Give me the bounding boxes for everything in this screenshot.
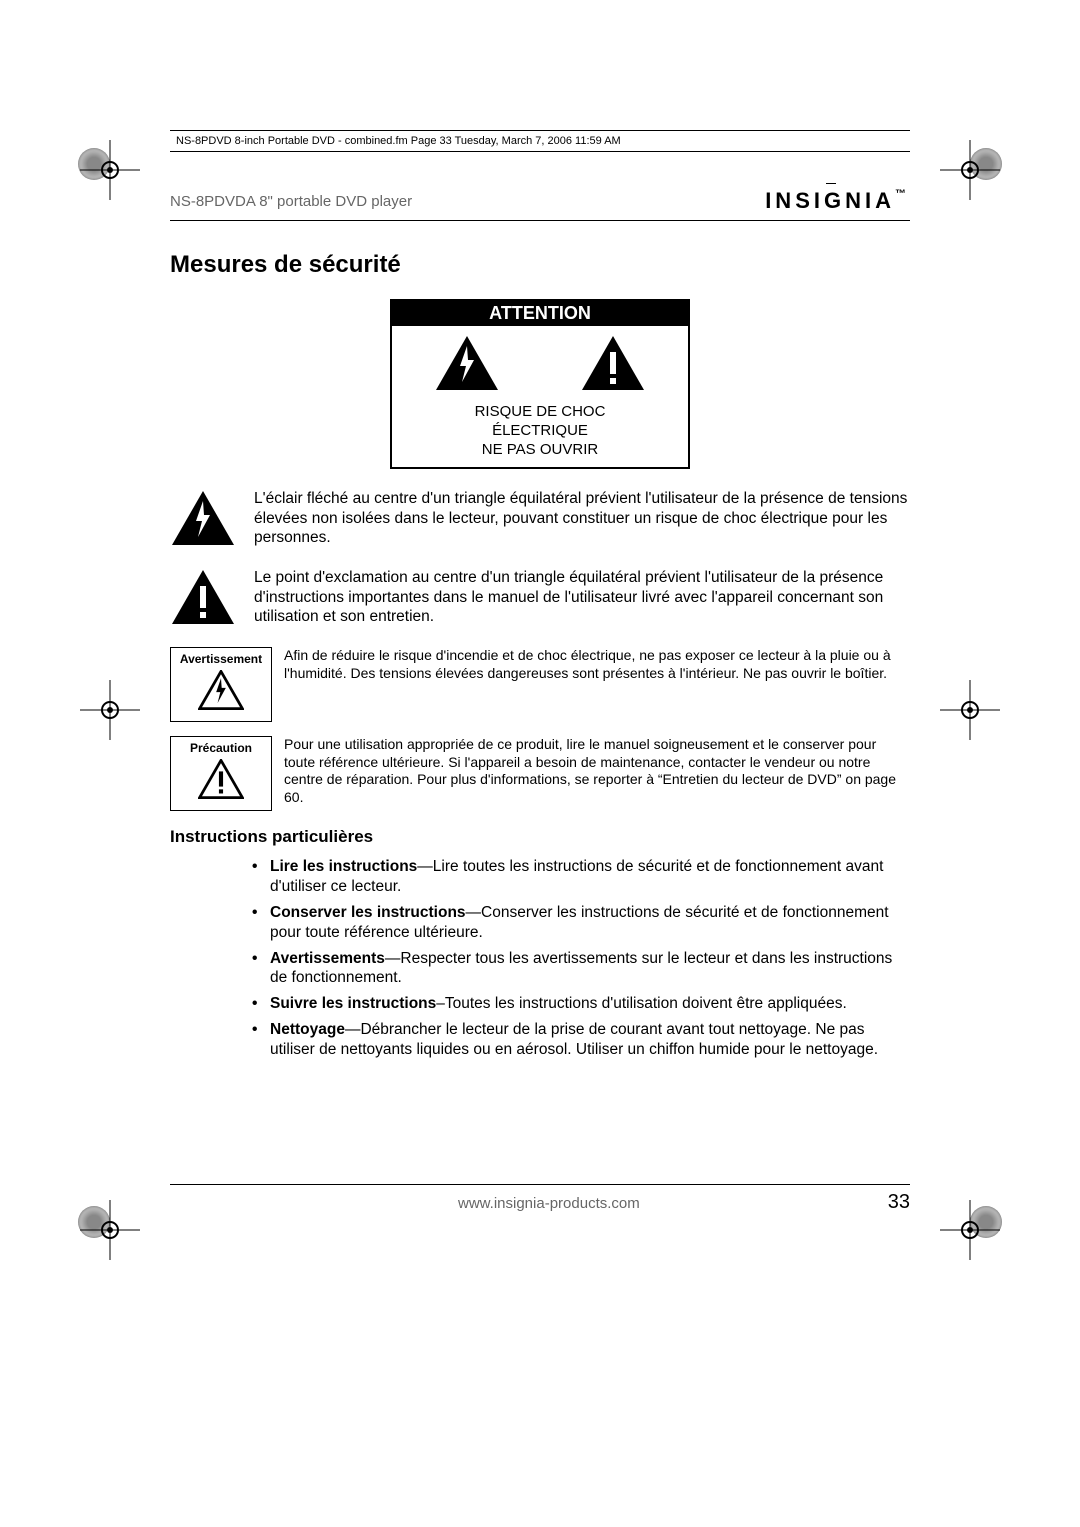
- attention-box: ATTENTION RISQUE DE CHOC ÉLECTRIQUE NE P…: [390, 299, 690, 469]
- crop-mark-icon: [80, 140, 140, 200]
- exclamation-triangle-icon: [580, 334, 646, 397]
- instruction-list: Lire les instructions—Lire toutes les in…: [170, 857, 910, 1059]
- precaution-row: Précaution Pour une utilisation appropri…: [170, 736, 910, 811]
- crop-mark-icon: [940, 140, 1000, 200]
- attention-bar: ATTENTION: [392, 301, 688, 326]
- crop-mark-icon: [940, 680, 1000, 740]
- crop-mark-icon: [80, 680, 140, 740]
- instruction-item: Conserver les instructions—Conserver les…: [270, 903, 910, 943]
- page-frame: NS-8PDVD 8-inch Portable DVD - combined.…: [170, 130, 910, 1210]
- instruction-item: Suivre les instructions–Toutes les instr…: [270, 994, 910, 1014]
- product-header: NS-8PDVDA 8" portable DVD player INSIG—N…: [170, 188, 910, 221]
- page-title: Mesures de sécurité: [170, 251, 910, 279]
- instruction-item: Lire les instructions—Lire toutes les in…: [270, 857, 910, 897]
- page-number: 33: [888, 1191, 910, 1214]
- exclamation-description: Le point d'exclamation au centre d'un tr…: [254, 568, 910, 626]
- precaution-box: Précaution: [170, 736, 272, 811]
- lightning-description-row: L'éclair fléché au centre d'un triangle …: [170, 489, 910, 552]
- lightning-triangle-icon: [434, 334, 500, 397]
- instructions-subhead: Instructions particulières: [170, 827, 910, 847]
- crop-mark-icon: [80, 1200, 140, 1260]
- crop-mark-icon: [940, 1200, 1000, 1260]
- exclamation-triangle-icon: [170, 568, 236, 631]
- avertissement-label: Avertissement: [175, 652, 267, 666]
- instruction-item: Nettoyage—Débrancher le lecteur de la pr…: [270, 1020, 910, 1060]
- instruction-item: Avertissements—Respecter tous les averti…: [270, 949, 910, 989]
- product-name: NS-8PDVDA 8" portable DVD player: [170, 193, 412, 210]
- exclamation-triangle-icon: [198, 786, 244, 803]
- meta-header-line: NS-8PDVD 8-inch Portable DVD - combined.…: [170, 130, 910, 152]
- lightning-triangle-icon: [170, 489, 236, 552]
- lightning-triangle-icon: [198, 697, 244, 714]
- attention-text: RISQUE DE CHOC ÉLECTRIQUE NE PAS OUVRIR: [392, 401, 688, 467]
- brand-logo: INSIG—NIA™: [765, 188, 910, 214]
- precaution-label: Précaution: [175, 741, 267, 755]
- avertissement-box: Avertissement: [170, 647, 272, 722]
- precaution-text: Pour une utilisation appropriée de ce pr…: [284, 736, 910, 806]
- avertissement-row: Avertissement Afin de réduire le risque …: [170, 647, 910, 722]
- lightning-description: L'éclair fléché au centre d'un triangle …: [254, 489, 910, 547]
- page-footer: www.insignia-products.com 33: [170, 1184, 910, 1214]
- footer-url: www.insignia-products.com: [210, 1195, 888, 1212]
- exclamation-description-row: Le point d'exclamation au centre d'un tr…: [170, 568, 910, 631]
- avertissement-text: Afin de réduire le risque d'incendie et …: [284, 647, 910, 682]
